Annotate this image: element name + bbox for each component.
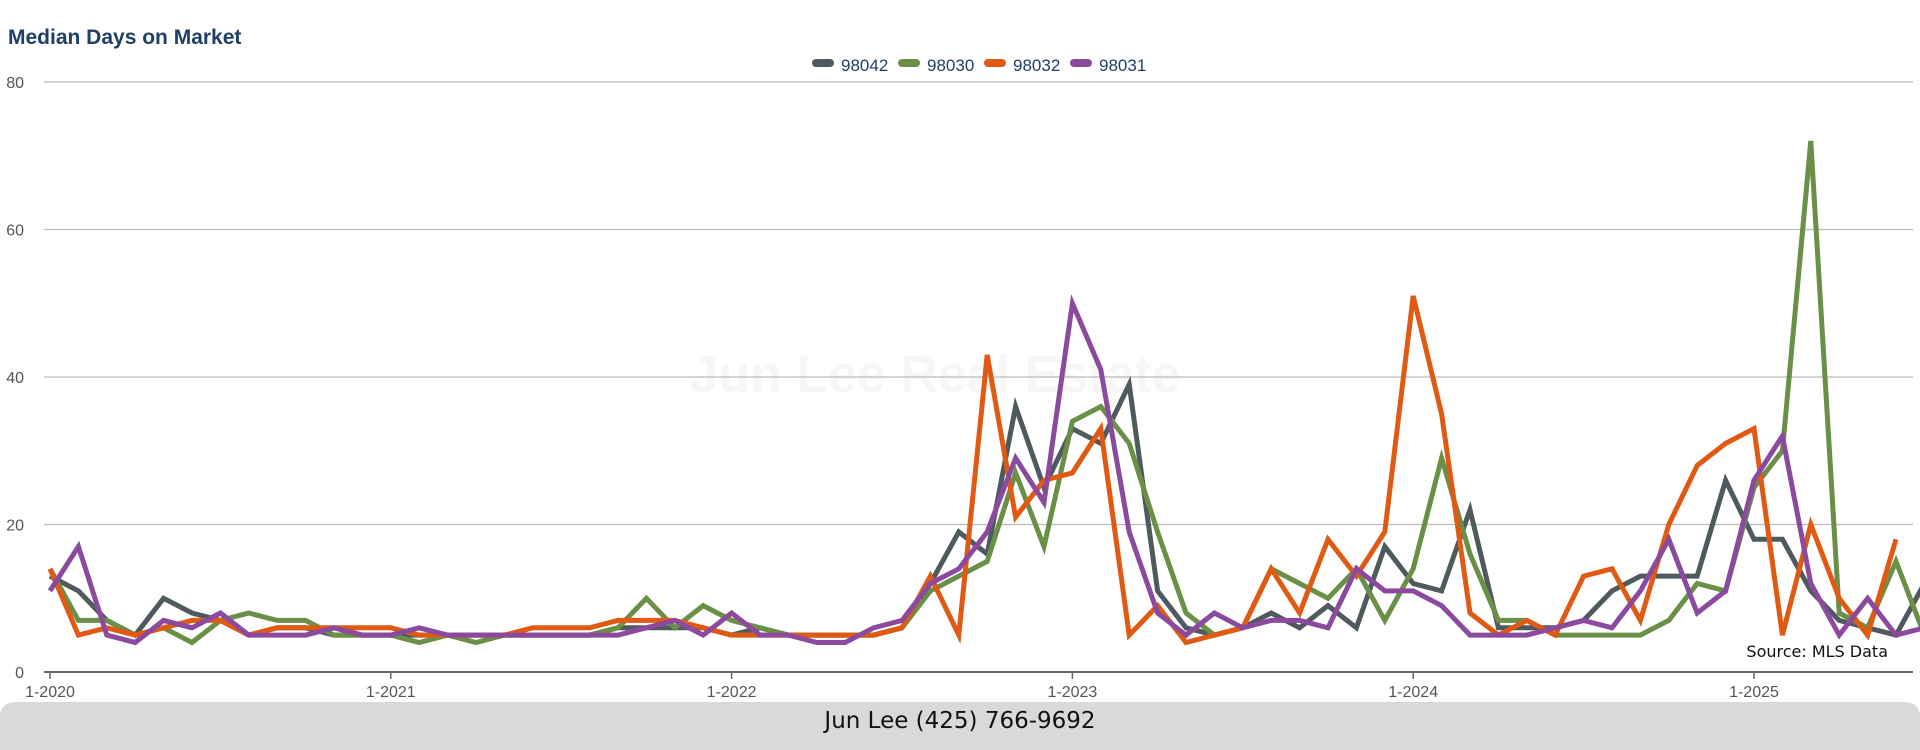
x-tick-label: 1-2023 <box>1047 684 1097 701</box>
grid-lines <box>44 81 1913 673</box>
source-note: Source: MLS Data <box>1746 642 1888 661</box>
legend-swatch-98042 <box>812 59 834 67</box>
legend-label-98031: 98031 <box>1099 56 1146 75</box>
legend-label-98042: 98042 <box>841 56 888 75</box>
series-line-98042 <box>48 375 1920 639</box>
y-tick-label: 20 <box>6 518 24 535</box>
x-tick-label: 1-2020 <box>25 684 75 701</box>
axes: 0 20 40 60 80 1-2020 1-2021 1-2022 1-2023 1-2024 1… <box>6 75 1779 701</box>
legend-swatch-98032 <box>984 59 1006 67</box>
series-lines <box>47 140 1920 646</box>
y-tick-label: 80 <box>6 75 24 92</box>
legend-label-98030: 98030 <box>927 56 974 75</box>
footer-contact: Jun Lee (425) 766-9692 <box>824 708 1096 734</box>
footer-bar <box>0 702 1920 750</box>
y-tick-label: 40 <box>6 370 24 387</box>
x-tick-label: 1-2021 <box>366 684 416 701</box>
x-tick-label: 1-2025 <box>1729 684 1779 701</box>
chart-title: Median Days on Market <box>8 26 242 49</box>
series-line-98032 <box>47 295 1899 646</box>
y-tick-label: 60 <box>6 223 24 240</box>
legend-swatch-98031 <box>1070 59 1092 67</box>
legend-label-98032: 98032 <box>1013 56 1060 75</box>
series-line-98031 <box>47 294 1920 646</box>
legend: 98042 98030 98032 98031 <box>812 56 1146 75</box>
legend-swatch-98030 <box>898 59 920 67</box>
x-tick-label: 1-2024 <box>1388 684 1438 701</box>
y-tick-label: 0 <box>15 665 24 682</box>
x-tick-label: 1-2022 <box>707 684 757 701</box>
